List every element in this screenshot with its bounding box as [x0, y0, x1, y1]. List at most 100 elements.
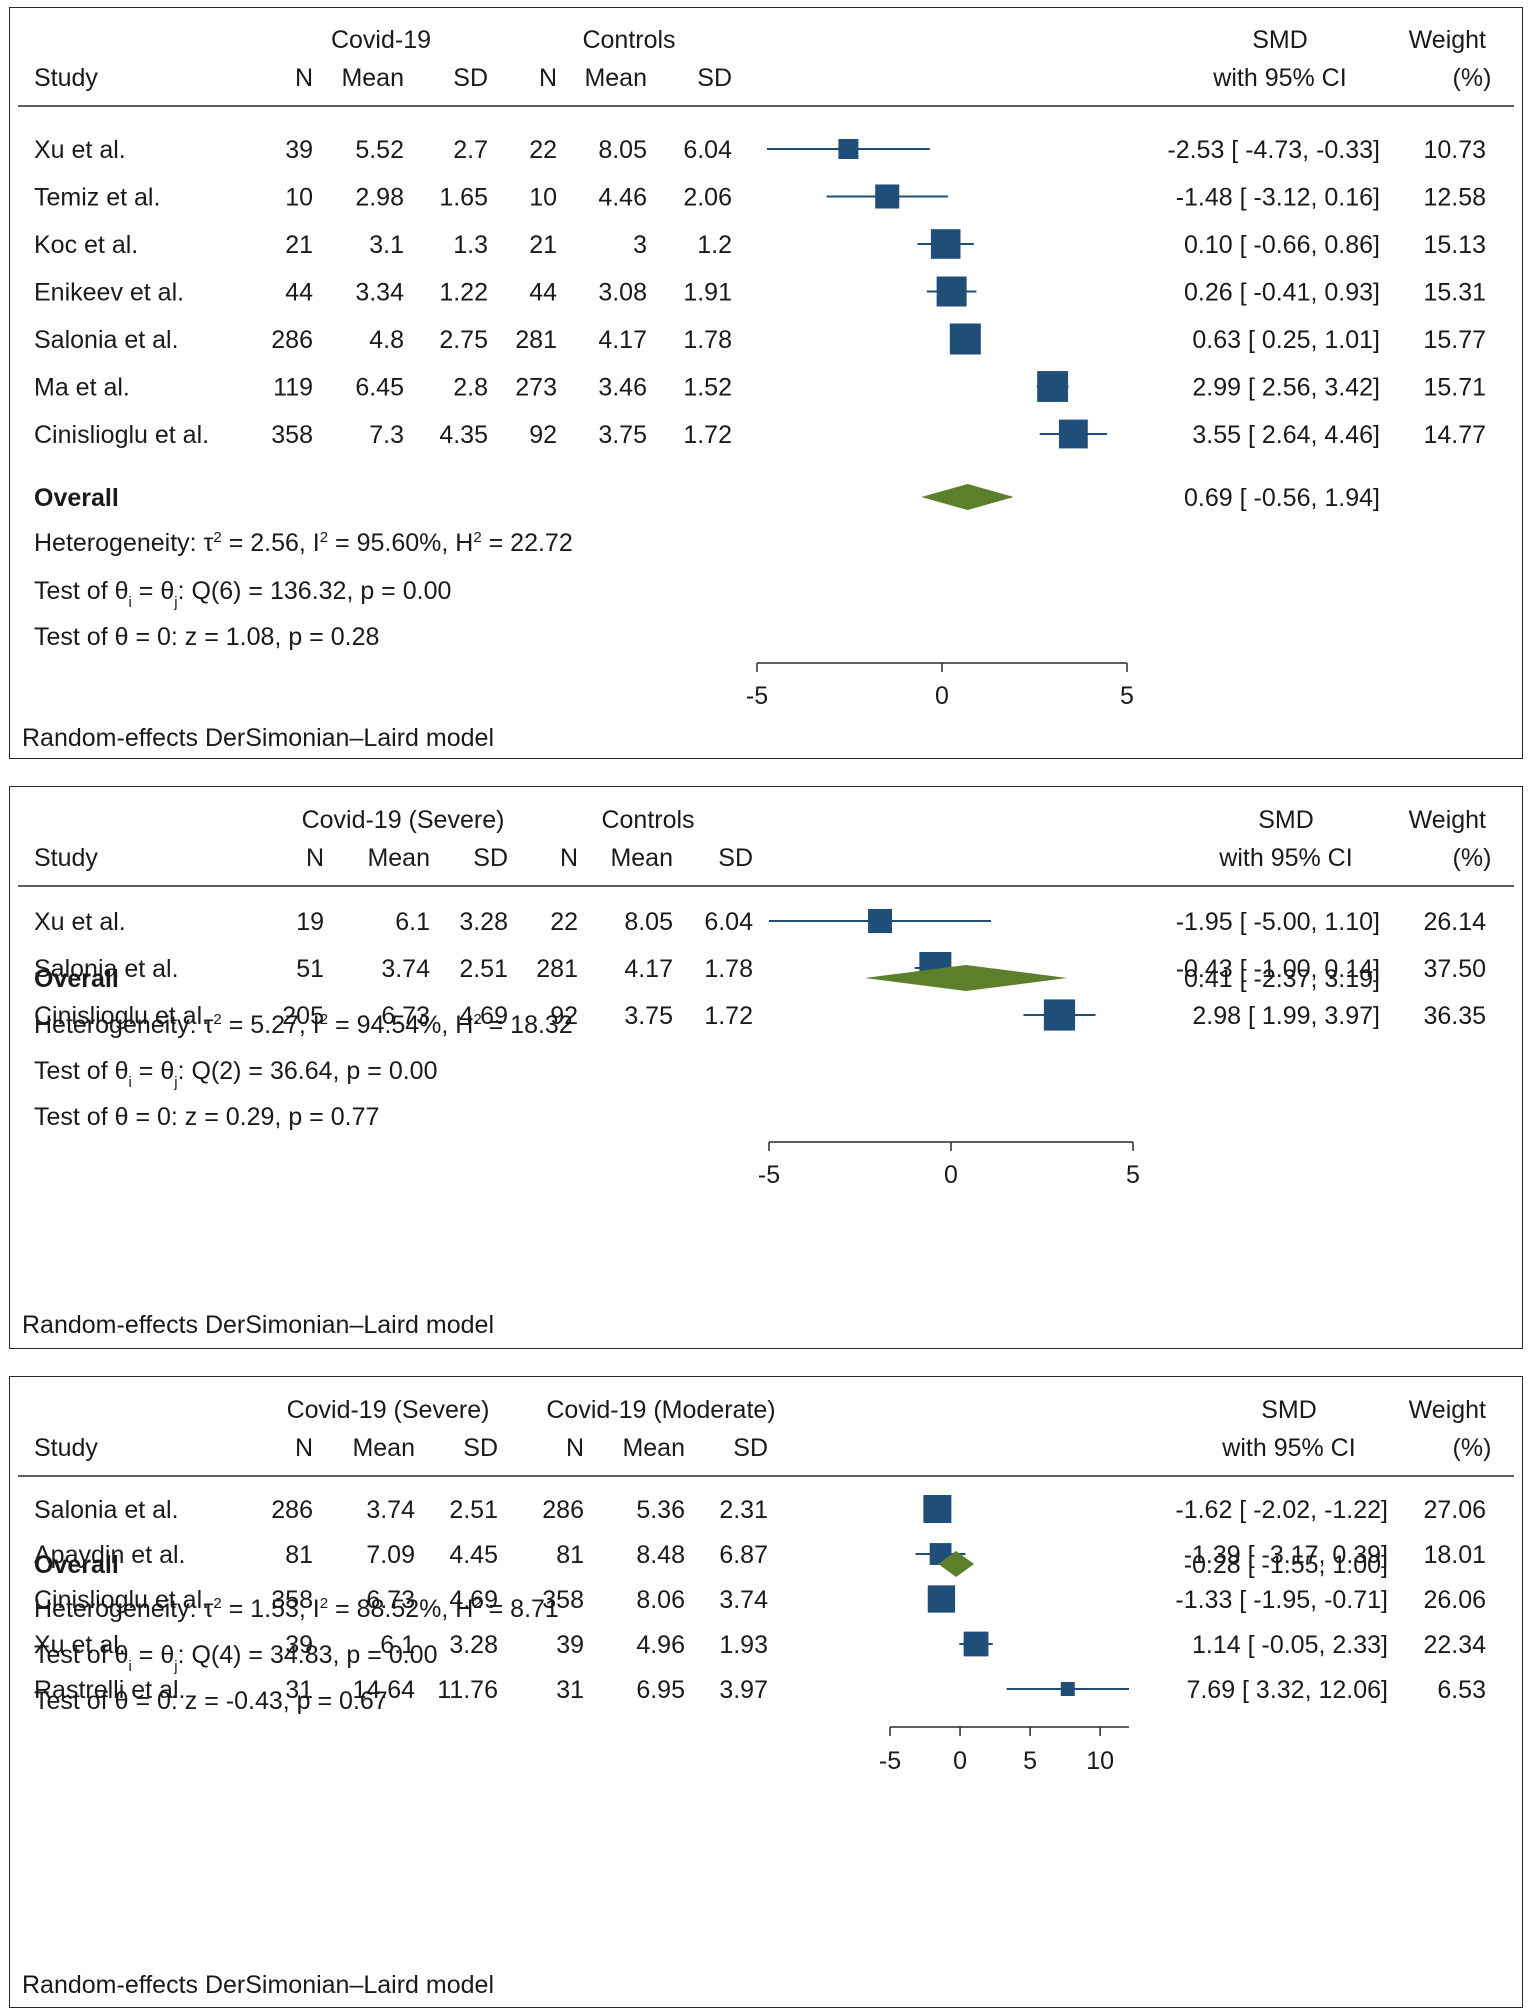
mean1-value: 6.45 — [355, 374, 404, 402]
mean2-value: 3 — [633, 231, 647, 259]
n1-value: 31 — [285, 1676, 313, 1704]
sd2-value: 1.91 — [683, 279, 732, 307]
sd1-value: 2.51 — [449, 1496, 498, 1524]
n1-value: 358 — [271, 1586, 313, 1614]
effect-marker — [1060, 1682, 1075, 1696]
group1-header: Covid-19 (Severe) — [302, 806, 505, 834]
smd-header: SMD — [1258, 806, 1314, 834]
smd-header: SMD — [1261, 1396, 1317, 1424]
heterogeneity-stats: Heterogeneity: τ2 = 1.53, I2 = 88.52%, H… — [34, 1595, 559, 1623]
test-homogeneity: Test of θi = θj: Q(2) = 36.64, p = 0.00 — [34, 1057, 437, 1091]
smd-ci-value: 1.14 [ -0.05, 2.33] — [1192, 1631, 1388, 1659]
n2-value: 281 — [515, 326, 557, 354]
mean1-value: 3.34 — [355, 279, 404, 307]
mean1-value: 14.64 — [352, 1676, 415, 1704]
x-tick-label: 0 — [935, 682, 949, 710]
weight-value: 27.06 — [1423, 1496, 1486, 1524]
n1-column-header: N — [295, 1434, 313, 1462]
effect-marker — [868, 909, 893, 933]
study-name: Cinislioglu et al. — [34, 1586, 209, 1614]
sd2-column-header: SD — [718, 844, 753, 872]
x-tick-label: 5 — [1023, 1747, 1037, 1775]
mean1-column-header: Mean — [367, 844, 430, 872]
n1-value: 286 — [271, 326, 313, 354]
mean2-value: 3.75 — [624, 1002, 673, 1030]
effect-marker — [936, 276, 967, 307]
effect-marker — [923, 1495, 952, 1523]
study-name: Ma et al. — [34, 374, 130, 402]
x-tick-label: 5 — [1126, 1161, 1140, 1189]
model-footnote: Random-effects DerSimonian–Laird model — [22, 1971, 494, 1999]
n2-value: 10 — [529, 184, 557, 212]
group1-header: Covid-19 (Severe) — [287, 1396, 490, 1424]
mean1-value: 4.8 — [369, 326, 404, 354]
x-tick-label: -5 — [879, 1747, 901, 1775]
x-tick-label: -5 — [758, 1161, 780, 1189]
weight-value: 26.06 — [1423, 1586, 1486, 1614]
weight-header: Weight — [1409, 806, 1486, 834]
sd2-value: 1.78 — [704, 955, 753, 983]
forest-panel-severe-vs-moderate: Covid-19 (Severe) Covid-19 (Moderate) SMD W… — [9, 1376, 1523, 2008]
effect-marker — [1037, 371, 1069, 402]
overall-ci-value: 0.69 [ -0.56, 1.94] — [1184, 484, 1380, 512]
n1-value: 51 — [296, 955, 324, 983]
n1-value: 81 — [285, 1541, 313, 1569]
weight-header: Weight — [1409, 1396, 1486, 1424]
n1-value: 39 — [285, 1631, 313, 1659]
mean1-value: 6.1 — [395, 908, 430, 936]
n1-value: 19 — [296, 908, 324, 936]
mean2-column-header: Mean — [622, 1434, 685, 1462]
smd-ci-value: 7.69 [ 3.32, 12.06] — [1186, 1676, 1388, 1704]
study-name: Temiz et al. — [34, 184, 160, 212]
mean2-column-header: Mean — [610, 844, 673, 872]
smd-ci-value: -1.33 [ -1.95, -0.71] — [1175, 1586, 1388, 1614]
n2-value: 22 — [550, 908, 578, 936]
smd-ci-value: -1.62 [ -2.02, -1.22] — [1175, 1496, 1388, 1524]
study-name: Salonia et al. — [34, 326, 179, 354]
forest-plot: Covid-19 (Severe) Controls SMD Weight Study N… — [18, 806, 1514, 1189]
study-name: Xu et al. — [34, 908, 126, 936]
overall-label: Overall — [34, 1551, 119, 1579]
n2-value: 22 — [529, 136, 557, 164]
sd2-value: 2.06 — [683, 184, 732, 212]
n2-column-header: N — [539, 64, 557, 92]
n2-column-header: N — [560, 844, 578, 872]
test-homogeneity: Test of θi = θj: Q(6) = 136.32, p = 0.00 — [34, 577, 451, 611]
smd-ci-value: 0.10 [ -0.66, 0.86] — [1184, 231, 1380, 259]
study-name: Enikeev et al. — [34, 279, 184, 307]
group2-header: Covid-19 (Moderate) — [546, 1396, 775, 1424]
x-tick-label: 5 — [1120, 682, 1134, 710]
mean1-value: 5.52 — [355, 136, 404, 164]
group2-header: Controls — [601, 806, 694, 834]
mean2-value: 4.17 — [598, 326, 647, 354]
sd1-column-header: SD — [463, 1434, 498, 1462]
weight-value: 26.14 — [1423, 908, 1486, 936]
mean1-column-header: Mean — [352, 1434, 415, 1462]
heterogeneity-stats: Heterogeneity: τ2 = 2.56, I2 = 95.60%, H… — [34, 529, 573, 557]
sd1-value: 4.69 — [449, 1586, 498, 1614]
x-tick-label: 0 — [953, 1747, 967, 1775]
effect-marker — [930, 229, 961, 259]
smd-ci-value: -0.43 [ -1.00, 0.14] — [1176, 955, 1380, 983]
study-name: Apaydin et al. — [34, 1541, 186, 1569]
sd1-value: 3.28 — [459, 908, 508, 936]
study-name: Salonia et al. — [34, 1496, 179, 1524]
effect-marker — [949, 323, 981, 355]
n2-value: 31 — [556, 1676, 584, 1704]
effect-marker — [927, 1585, 956, 1613]
sd1-column-header: SD — [453, 64, 488, 92]
model-footnote: Random-effects DerSimonian–Laird model — [22, 1311, 494, 1339]
n2-value: 44 — [529, 279, 557, 307]
sd1-column-header: SD — [473, 844, 508, 872]
overall-ci-value: -0.28 [ -1.55, 1.00] — [1184, 1551, 1388, 1579]
weight-value: 14.77 — [1423, 421, 1486, 449]
forest-panel-severe-vs-controls: Covid-19 (Severe) Controls SMD Weight Study N… — [9, 786, 1523, 1349]
weight-value: 18.01 — [1423, 1541, 1486, 1569]
test-overall-effect: Test of θ = 0: z = -0.43, p = 0.67 — [34, 1687, 388, 1715]
sd2-value: 1.93 — [719, 1631, 768, 1659]
sd2-column-header: SD — [733, 1434, 768, 1462]
mean2-value: 3.46 — [598, 374, 647, 402]
sd2-value: 1.72 — [704, 1002, 753, 1030]
overall-ci-value: 0.41 [ -2.37, 3.19] — [1184, 965, 1380, 993]
sd1-value: 1.65 — [439, 184, 488, 212]
